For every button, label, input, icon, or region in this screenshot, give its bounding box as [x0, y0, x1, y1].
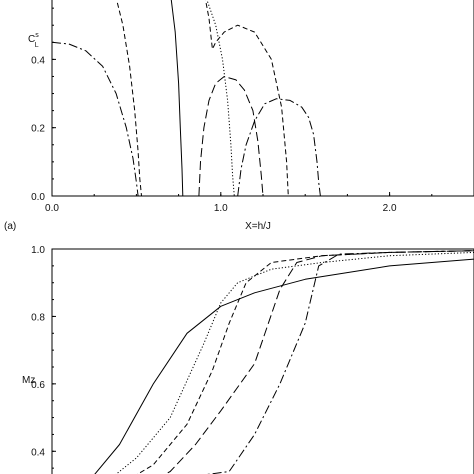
- y-tick-label: 0.0: [31, 192, 45, 203]
- series-line-6: [198, 76, 264, 196]
- y-tick-label: 0.8: [31, 312, 45, 323]
- series-line-5: [205, 0, 289, 196]
- series-group: [52, 0, 321, 196]
- series-line-3: [170, 0, 184, 196]
- x-tick-label: 0.0: [45, 203, 59, 214]
- y-tick-label: 0.4: [31, 447, 45, 458]
- series-group: [94, 250, 474, 474]
- series-line-1: [52, 41, 139, 196]
- y-axis-label: Cs L: [28, 32, 39, 49]
- plot-frame: [51, 248, 474, 474]
- panel-b-chart: 0.4 0.6 0.8 1.0 Mz: [22, 245, 474, 474]
- plot-frame: [51, 0, 474, 197]
- series-line-2: [116, 0, 142, 196]
- series-line-4: [206, 0, 235, 196]
- x-tick-label: 2.0: [383, 203, 397, 214]
- panel-label: (a): [4, 221, 16, 232]
- y-tick-label: 0.2: [31, 124, 45, 135]
- series-line-2: [115, 251, 474, 474]
- x-tick-label: 1.0: [214, 203, 228, 214]
- y-tick-label: 0.6: [31, 380, 45, 391]
- series-line-5: [206, 250, 474, 474]
- y-tick-label: 0.4: [31, 55, 45, 66]
- x-axis-label: X=h/J: [245, 221, 271, 232]
- series-line-1: [94, 258, 474, 474]
- series-line-7: [237, 98, 321, 196]
- series-line-3: [136, 250, 474, 474]
- y-tick-label: 1.0: [31, 245, 45, 256]
- series-line-4: [164, 250, 474, 474]
- y-axis-label: Mz: [22, 375, 35, 386]
